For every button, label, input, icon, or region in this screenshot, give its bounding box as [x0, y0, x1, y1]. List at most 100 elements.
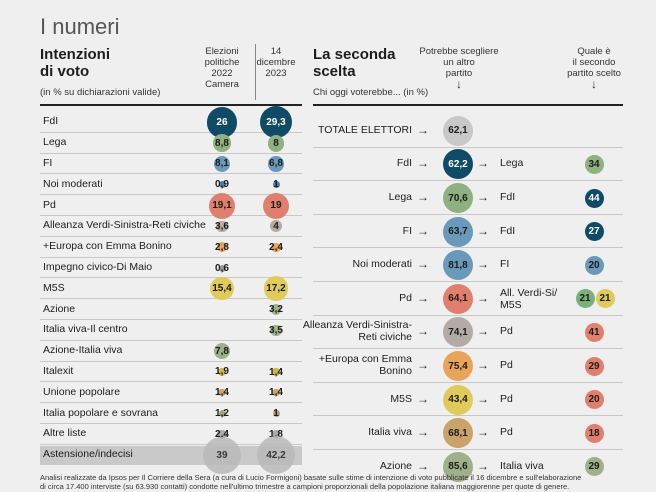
row-label: +Europa con Emma Bonino: [318, 353, 412, 377]
value-2022-bubble: 7,8: [213, 342, 231, 360]
share-bubble: 62,2: [443, 149, 473, 180]
row-divider: [40, 256, 302, 258]
value-2023-label: 4: [273, 220, 279, 232]
right-col2-header: Quale è il secondo partito scelto ↓: [556, 46, 632, 90]
second-party-label: All. Verdi-Si/ M5S: [500, 286, 558, 311]
right-col2-line: Quale è: [577, 46, 611, 57]
row-label: Pd: [399, 291, 412, 304]
value-2023-bubble: 29,3: [259, 106, 293, 139]
left-col1-line: 2022: [211, 68, 233, 79]
value-2023-bubble: 6,8: [268, 156, 284, 172]
row-label: Azione: [43, 302, 76, 315]
row-label: Noi moderati: [43, 177, 103, 190]
arrow-icon: →: [417, 391, 429, 406]
right-col1-header: Potrebbe scegliere un altro partito ↓: [410, 46, 508, 90]
row-label: Italexit: [43, 365, 74, 377]
arrow-icon: →: [417, 122, 429, 137]
arrow-icon: →: [477, 324, 489, 339]
second-choice-value: 29: [588, 461, 600, 473]
second-choice-value: 29: [588, 360, 600, 372]
row-label: Italia viva: [368, 426, 412, 439]
left-col2-line: dicembre: [256, 57, 296, 68]
row-label: FI: [402, 224, 412, 237]
share-bubble: 75,4: [443, 351, 473, 381]
share-value: 62,2: [448, 158, 468, 170]
arrow-icon: →: [477, 223, 489, 238]
right-col2-line: il secondo: [572, 57, 616, 68]
value-2023-bubble: 2,4: [269, 242, 283, 253]
row-label: Impegno civico-Di Maio: [43, 261, 153, 273]
value-2023-bubble: 1,8: [269, 429, 283, 440]
value-2022-label: 1,4: [215, 387, 229, 399]
value-2023-bubble: 17,2: [263, 276, 289, 302]
value-2023-label: 1: [273, 408, 279, 420]
share-value: 43,4: [448, 394, 468, 406]
value-2022-label: 8,1: [215, 158, 229, 170]
row-divider: [40, 298, 302, 300]
value-2022-label: 2,4: [215, 428, 229, 440]
row-divider: [313, 213, 623, 215]
right-col2-line: partito scelto: [567, 68, 621, 79]
value-2022-bubble: 0,9: [215, 179, 229, 190]
share-value: 63,7: [448, 226, 468, 238]
value-2023-label: 1,4: [269, 387, 283, 399]
value-2022-label: 26: [216, 116, 228, 128]
value-2022-bubble: 0,6: [215, 263, 229, 274]
value-2022-label: 1,9: [215, 366, 229, 378]
value-2022-bubble: 1,9: [215, 366, 229, 378]
second-party-label: Pd: [500, 359, 513, 371]
arrow-icon: →: [417, 223, 429, 238]
arrow-icon: →: [477, 391, 489, 406]
second-party-label: FI: [500, 258, 510, 271]
second-party-label: Pd: [500, 325, 513, 338]
value-2023-bubble: 1: [272, 179, 280, 190]
share-bubble: 70,6: [443, 183, 473, 213]
share-bubble: 81,8: [443, 250, 473, 281]
arrow-icon: →: [417, 290, 429, 305]
right-col1-line: partito: [445, 68, 473, 79]
value-2022-label: 39: [216, 449, 228, 461]
row-divider: [40, 339, 302, 341]
value-2023-bubble: 8: [267, 134, 285, 152]
row-label: FI: [43, 157, 53, 169]
row-label: Italia popolare e sovrana: [43, 406, 158, 419]
row-label: Azione-Italia viva: [43, 344, 123, 357]
arrow-icon: →: [477, 257, 489, 272]
value-2022-bubble: 3,6: [215, 220, 229, 233]
value-2022-bubble: 39: [203, 436, 241, 474]
second-choice-bubble: 34: [584, 154, 604, 174]
value-2022-bubble: 8,8: [213, 134, 231, 152]
left-col-divider: [255, 44, 256, 100]
value-2022-label: 19,1: [212, 200, 232, 212]
second-party-label: Italia viva: [500, 459, 544, 472]
right-col1-line: Potrebbe scegliere: [419, 46, 499, 57]
value-2022-label: 15,4: [212, 283, 232, 295]
row-divider: [40, 235, 302, 237]
left-col1-line: politiche: [204, 57, 240, 68]
row-divider: [40, 131, 302, 133]
share-value: 70,6: [448, 192, 468, 204]
share-value: 68,1: [448, 427, 468, 439]
row-label: Alleanza Verdi-Sinistra-Reti civiche: [43, 219, 206, 232]
second-choice-bubble: 20: [584, 390, 604, 410]
row-label: FdI: [396, 157, 412, 170]
share-bubble: 85,6: [443, 451, 473, 482]
row-label: Unione popolare: [43, 385, 121, 398]
right-subtitle: Chi oggi voterebbe... (in %): [313, 87, 429, 98]
second-choice-value: 41: [588, 326, 600, 338]
value-2023-label: 19: [270, 200, 282, 212]
value-2023-bubble: 1: [272, 408, 280, 420]
share-bubble: 63,7: [443, 216, 473, 247]
row-label: Lega: [43, 136, 67, 149]
second-party-label: Pd: [500, 426, 513, 439]
value-2023-label: 3,5: [269, 324, 283, 336]
share-value: 64,1: [448, 293, 468, 305]
row-divider: [40, 402, 302, 404]
second-party-label: Pd: [500, 392, 513, 405]
left-col1-line: Elezioni: [205, 46, 239, 57]
second-choice-value: 20: [588, 259, 600, 271]
share-bubble: 62,1: [443, 115, 473, 146]
right-heading-line1: La seconda: [313, 46, 396, 63]
right-header-rule: [313, 104, 623, 106]
share-value: 85,6: [448, 461, 468, 473]
